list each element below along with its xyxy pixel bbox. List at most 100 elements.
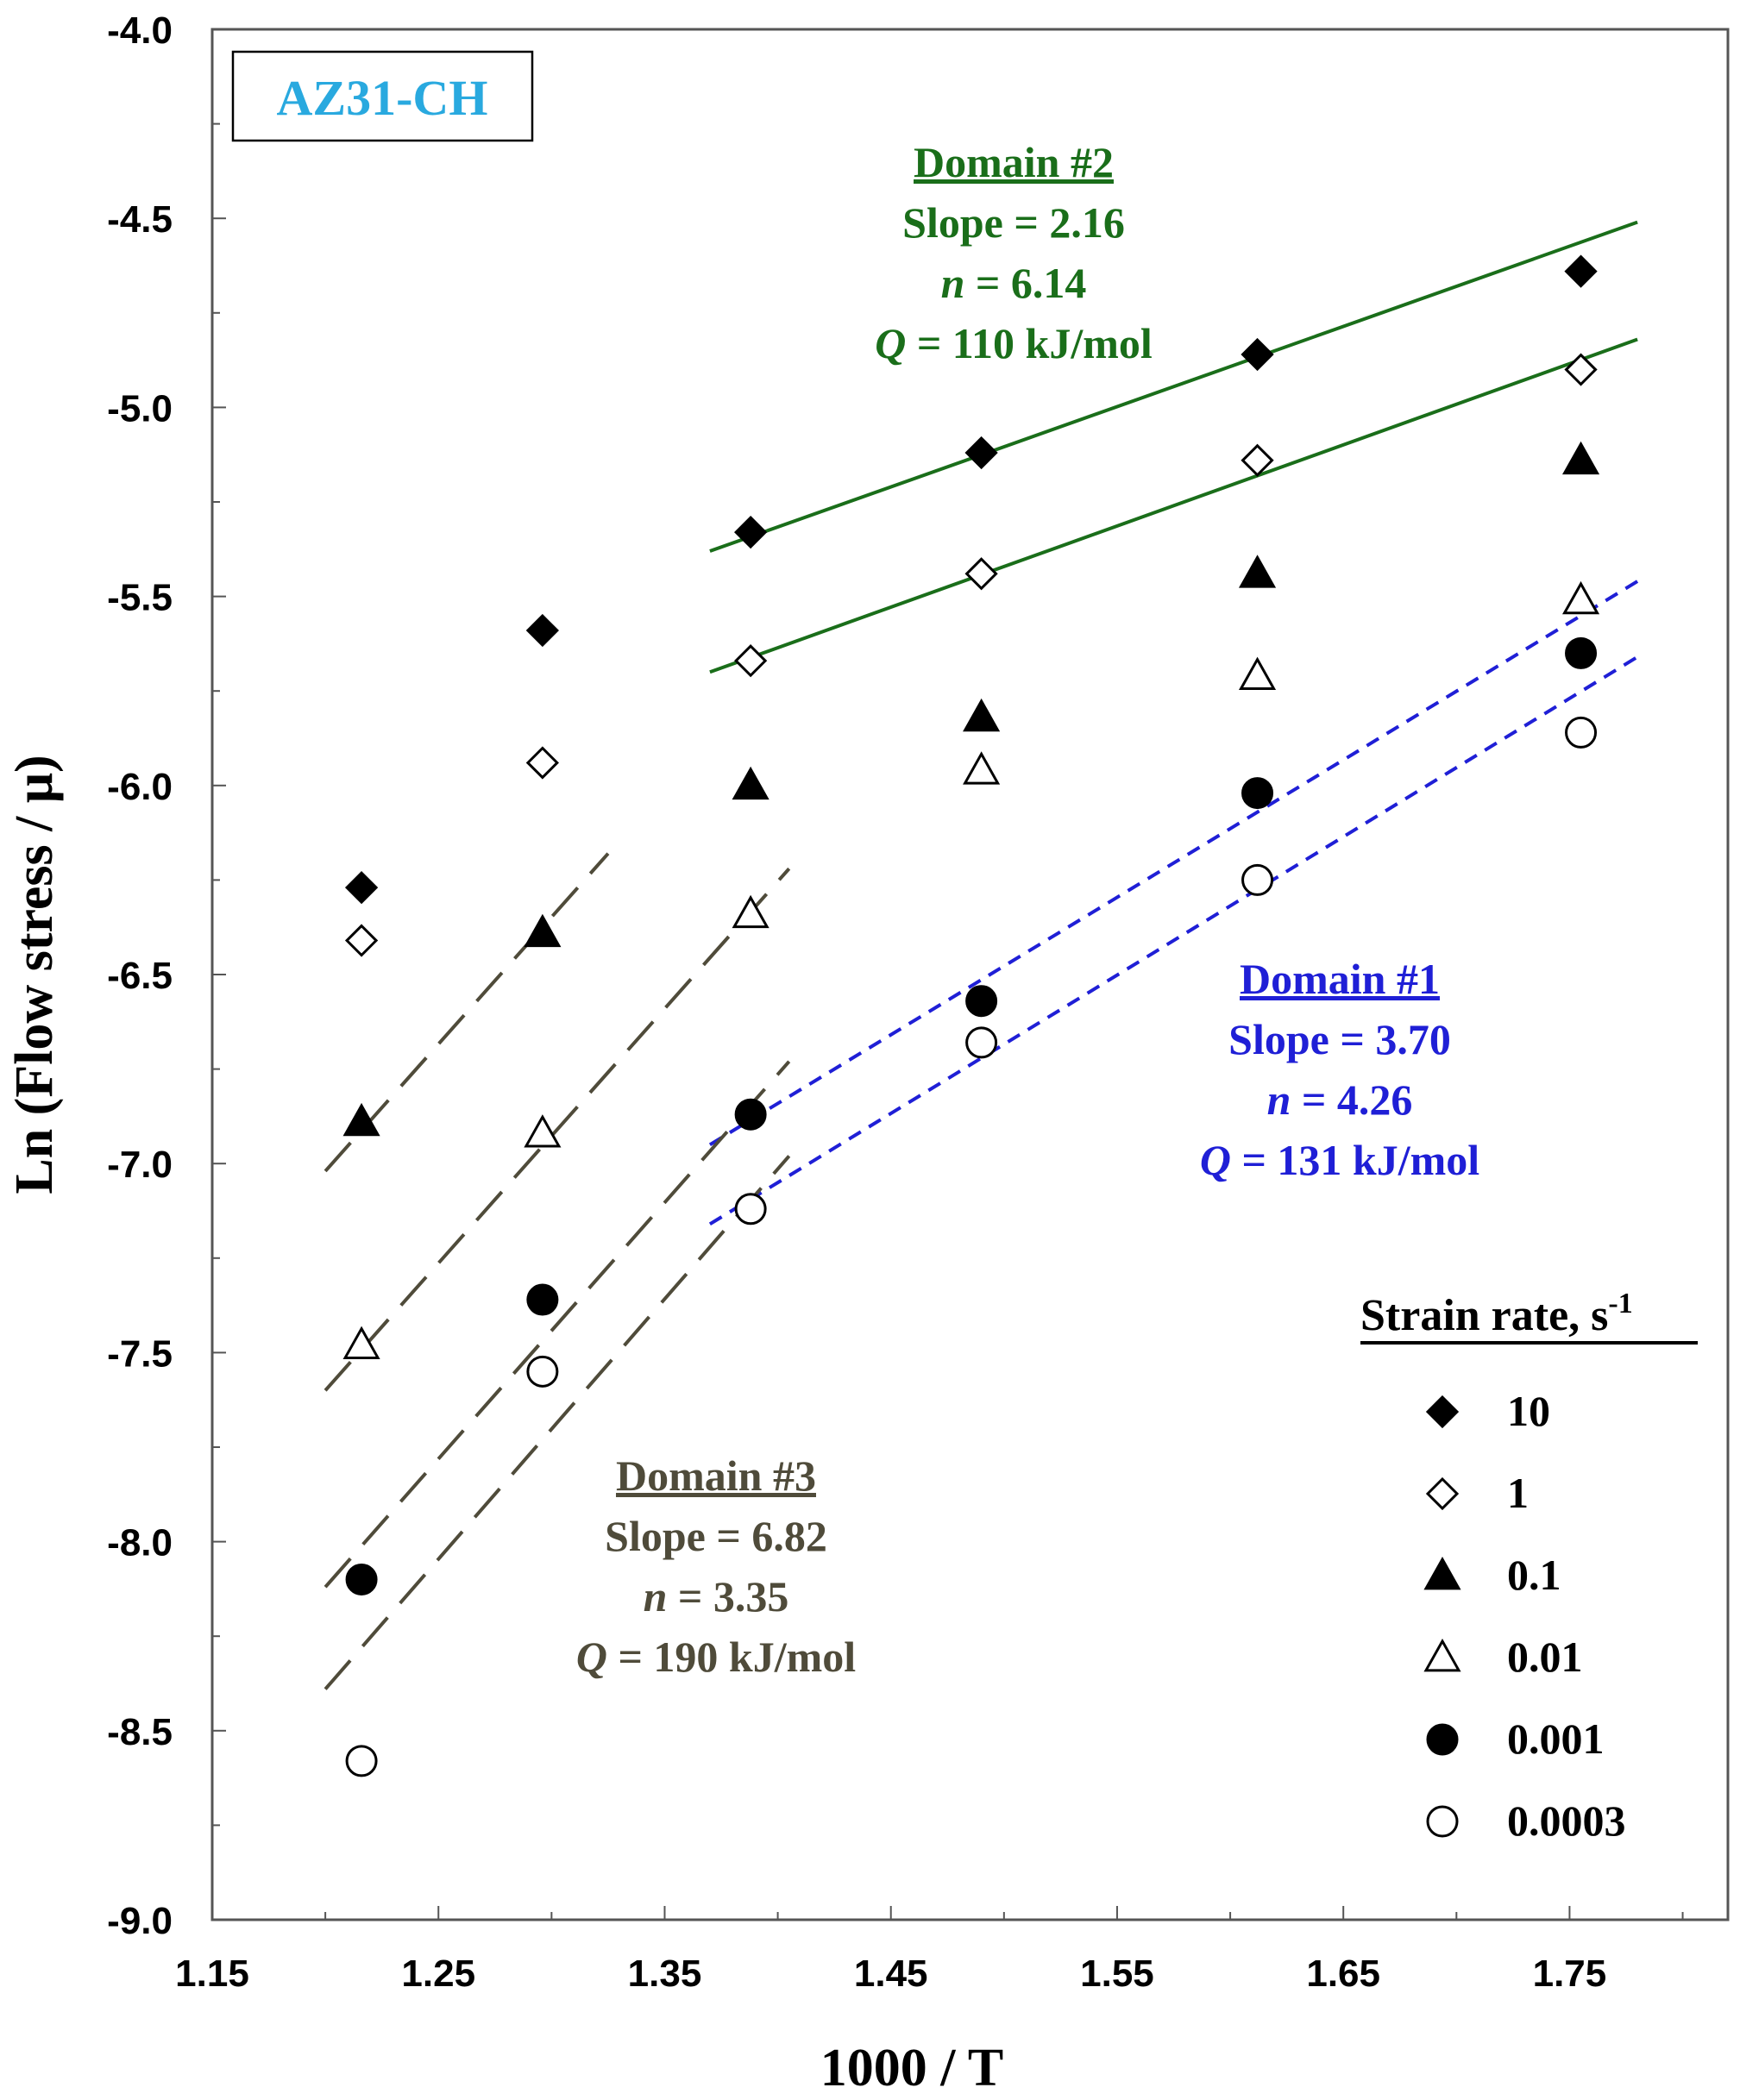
plot-area: [210, 28, 1730, 1921]
domain1-annotation: Domain #1 Slope = 3.70 n = 4.26 Q = 131 …: [1200, 955, 1479, 1184]
point-rate-10: [964, 436, 998, 470]
point-rate-0_01: [524, 1114, 562, 1148]
point-rate-10: [1241, 337, 1274, 372]
chart-title: AZ31-CH: [277, 70, 488, 126]
x-tick-label: 1.15: [175, 1953, 249, 1995]
domain3-q: Q = 190 kJ/mol: [576, 1633, 856, 1681]
legend-label: 0.001: [1507, 1714, 1605, 1763]
y-tick-label: -4.5: [107, 198, 173, 241]
y-tick-label: -5.5: [107, 577, 173, 619]
point-rate-0_0003: [345, 1745, 378, 1777]
point-rate-0_001: [1241, 777, 1274, 810]
x-axis-label: 1000 / T: [820, 2039, 1003, 2097]
tick-marks: [211, 28, 1684, 1921]
point-rate-0_1: [342, 1102, 380, 1137]
point-rate-0_1: [963, 698, 1001, 732]
domain1-slope: Slope = 3.70: [1228, 1015, 1451, 1063]
point-rate-0_0003: [1565, 716, 1598, 749]
x-tick-labels: 1.15 1.25 1.35 1.45 1.55 1.65 1.75: [175, 1953, 1606, 1995]
domain2-slope: Slope = 2.16: [902, 198, 1125, 247]
domain1-n: n = 4.26: [1267, 1075, 1413, 1124]
point-rate-10: [1564, 254, 1598, 288]
legend-label: 0.01: [1507, 1633, 1583, 1681]
domain2-title: Domain #2: [914, 138, 1114, 186]
legend-label: 0.1: [1507, 1551, 1561, 1599]
legend-label: 0.0003: [1507, 1796, 1626, 1845]
legend-marker-0_001: [1426, 1723, 1459, 1756]
domain2-q: Q = 110 kJ/mol: [875, 319, 1153, 367]
fit-line-domain2: [709, 337, 1638, 674]
fit-line-domain2: [709, 220, 1638, 553]
chart-title-box: [231, 50, 534, 142]
point-rate-0_01: [963, 751, 1001, 785]
domain1-title: Domain #1: [1240, 955, 1440, 1003]
legend-marker-0_0003: [1426, 1805, 1459, 1838]
y-tick-label: -8.0: [107, 1522, 173, 1564]
legend-marker-0_1: [1423, 1556, 1461, 1590]
point-rate-0_1: [1238, 555, 1277, 588]
domain1-q: Q = 131 kJ/mol: [1200, 1136, 1479, 1184]
legend-marker-10: [1425, 1395, 1460, 1429]
point-rate-10: [525, 613, 559, 648]
domain3-n: n = 3.35: [644, 1572, 789, 1620]
fit-line-domain1: [708, 655, 1639, 1226]
fit-line-domain3: [324, 867, 791, 1392]
point-rate-1: [344, 924, 379, 957]
point-rate-0_1: [732, 766, 769, 800]
point-rate-0_001: [965, 985, 998, 1018]
fit-line-domain3: [324, 1060, 791, 1589]
y-axis-label: Ln (Flow stress / μ): [5, 755, 64, 1194]
x-tick-label: 1.65: [1306, 1953, 1380, 1995]
point-rate-0_001: [526, 1283, 559, 1316]
legend-marker-0_01: [1423, 1638, 1461, 1672]
legend-label: 10: [1507, 1387, 1550, 1435]
point-rate-0_1: [1561, 441, 1600, 475]
point-rate-1: [734, 644, 768, 678]
point-rate-0_1: [524, 913, 562, 948]
x-tick-label: 1.55: [1080, 1953, 1154, 1995]
y-tick-label: -9.0: [107, 1900, 173, 1942]
point-rate-0_001: [1565, 636, 1598, 669]
point-rate-0_01: [1561, 580, 1600, 615]
y-tick-label: -8.5: [107, 1711, 173, 1753]
point-rate-1: [1241, 443, 1274, 477]
point-rate-0_01: [342, 1326, 380, 1359]
domain2-annotation: Domain #2 Slope = 2.16 n = 6.14 Q = 110 …: [875, 138, 1153, 367]
y-tick-labels: -4.0 -4.5 -5.0 -5.5 -6.0 -6.5 -7.0 -7.5 -8.0 -8.5…: [107, 9, 173, 1942]
point-rate-0_001: [345, 1563, 378, 1595]
domain2-n: n = 6.14: [941, 259, 1087, 307]
x-tick-label: 1.45: [854, 1953, 928, 1995]
x-tick-label: 1.35: [628, 1953, 702, 1995]
domain3-title: Domain #3: [616, 1451, 816, 1500]
fit-line-domain3: [324, 852, 610, 1173]
point-rate-0_0003: [965, 1026, 998, 1059]
y-tick-label: -4.0: [107, 9, 173, 52]
point-rate-0_01: [1238, 656, 1277, 690]
point-rate-1: [964, 557, 998, 591]
fit-line-domain3: [324, 1155, 791, 1690]
fit-lines: [324, 220, 1639, 1690]
point-rate-1: [1564, 353, 1598, 386]
point-rate-0_0003: [1241, 863, 1274, 896]
point-rate-10: [344, 871, 379, 905]
point-rate-0_01: [732, 894, 769, 929]
y-tick-label: -5.0: [107, 387, 173, 429]
legend-title: Strain rate, s-1: [1360, 1288, 1633, 1340]
domain3-annotation: Domain #3 Slope = 6.82 n = 3.35 Q = 190 …: [576, 1451, 856, 1681]
x-tick-label: 1.25: [401, 1953, 475, 1995]
fit-line-domain1: [708, 580, 1639, 1146]
data-points: [342, 254, 1600, 1777]
domain3-slope: Slope = 6.82: [605, 1512, 827, 1560]
y-tick-label: -6.0: [107, 766, 173, 808]
legend-items: 10 1 0.1 0.01 0.001 0.0003: [1423, 1387, 1626, 1845]
legend-label: 1: [1507, 1469, 1529, 1517]
point-rate-10: [734, 515, 768, 549]
y-tick-label: -6.5: [107, 955, 173, 997]
point-rate-1: [525, 746, 559, 780]
y-tick-label: -7.5: [107, 1332, 173, 1375]
legend: Strain rate, s-1 10 1 0.1 0.01 0.001 0.0003: [1360, 1288, 1698, 1845]
point-rate-0_0003: [734, 1193, 767, 1226]
x-tick-label: 1.75: [1533, 1953, 1607, 1995]
point-rate-0_0003: [526, 1355, 559, 1388]
